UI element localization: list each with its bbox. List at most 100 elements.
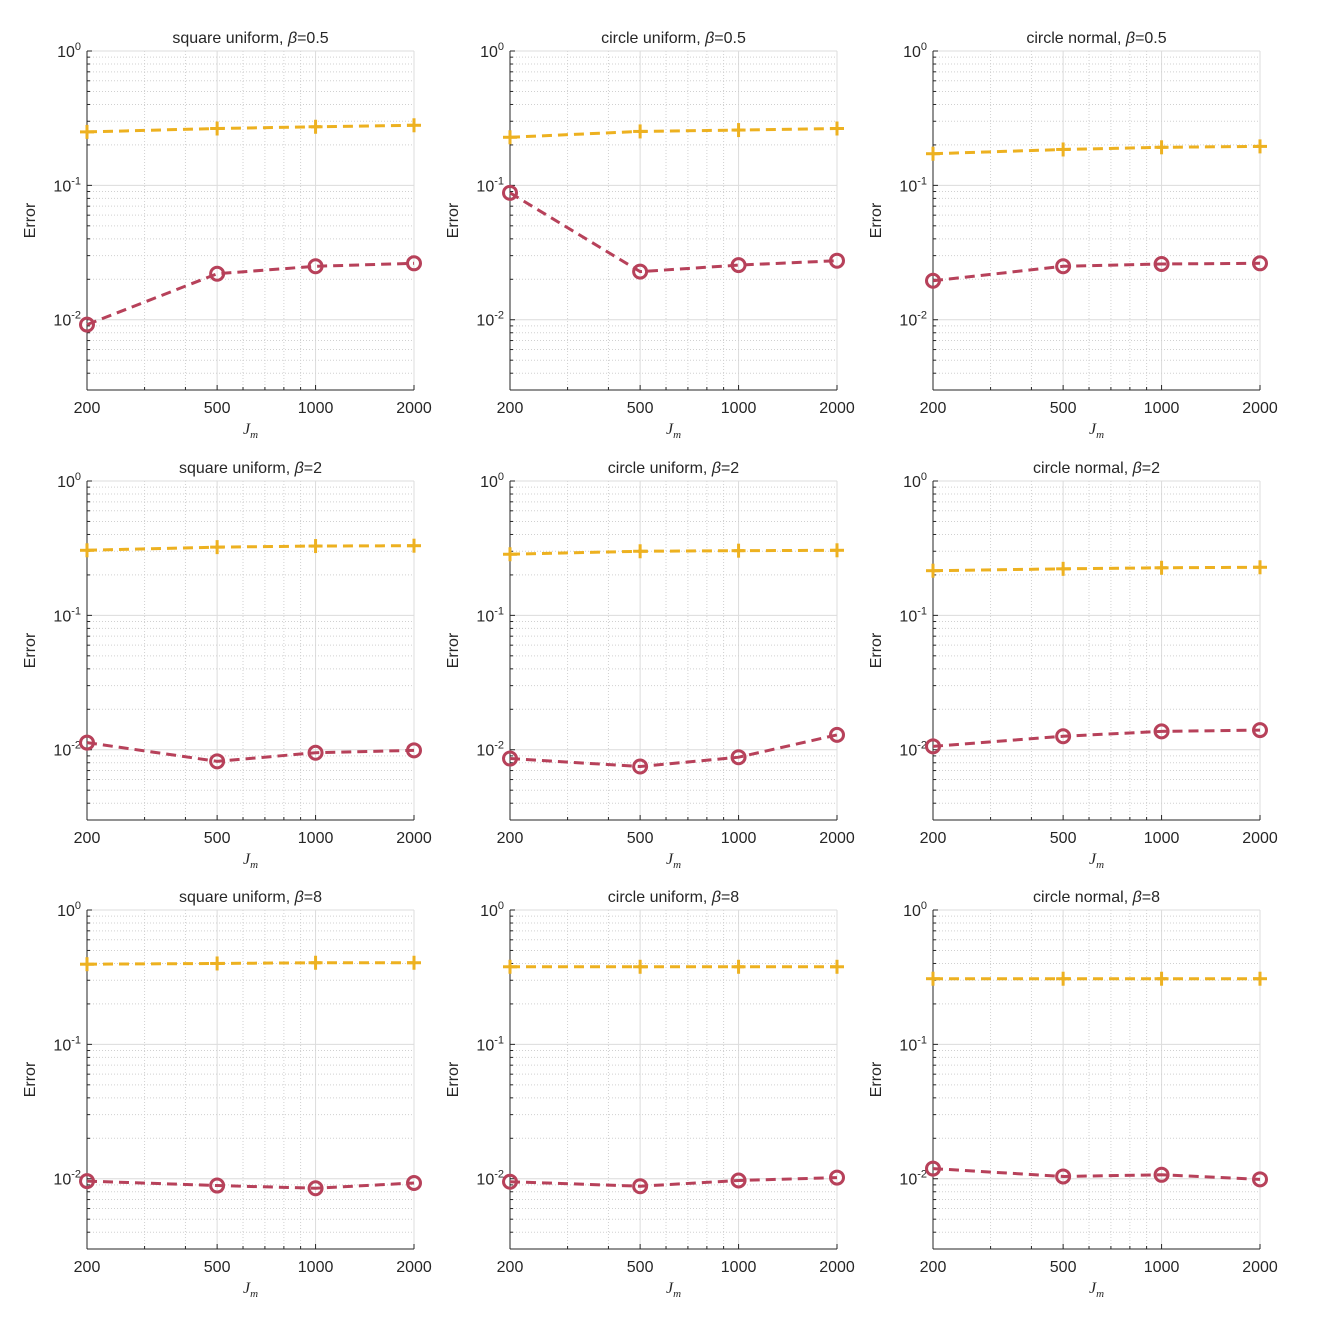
title-prefix: circle normal, [1033,889,1133,906]
title-prefix: square uniform, [179,460,295,477]
plot-area [933,910,1260,1249]
y-tick-base: 10 [903,474,921,491]
y-tick-exponent: 0 [921,471,927,483]
series-line-red-circle [509,191,838,274]
title-beta-value: 0.5 [724,30,746,47]
y-tick-base: 10 [903,44,921,61]
title-beta-symbol: β [711,460,721,477]
x-tick-label: 200 [497,1259,524,1276]
subplot-title: circle normal, β=8 [1033,889,1160,906]
x-tick-label: 200 [74,830,101,847]
x-axis-label: Jm [1089,1280,1104,1300]
data-point-circle [502,1173,518,1190]
y-tick-base: 10 [480,474,498,491]
x-tick-label: 1000 [1144,830,1180,847]
x-axis-label: Jm [1089,421,1104,441]
y-tick-base: 10 [476,608,494,625]
x-tick-label: 500 [1050,400,1077,417]
series-line-red-circle [509,1176,838,1188]
x-axis-label-sub: m [250,429,258,441]
x-tick-label: 1000 [721,400,757,417]
data-point-circle [79,734,95,751]
data-point-plus [830,121,844,136]
data-point-plus [1056,561,1071,576]
title-prefix: square uniform, [179,889,295,906]
series-yellow-plus [503,121,844,145]
y-axis-label: Error [445,202,462,238]
y-tick-label: 100 [903,41,927,61]
x-tick-label: 500 [1050,1259,1077,1276]
x-grid [990,51,1163,390]
data-point-circle [632,1178,649,1195]
y-tick-base: 10 [476,1172,494,1189]
y-tick-label: 10-1 [53,1034,81,1054]
title-beta-symbol: β [294,460,304,477]
x-tick-label: 2000 [819,1259,855,1276]
y-tick-base: 10 [903,903,921,920]
series-yellow-plus [926,139,1267,161]
y-tick-exponent: 0 [498,900,504,912]
data-point-circle [925,272,941,289]
series-red-circle [502,1169,845,1195]
y-tick-label: 10-1 [476,605,504,625]
x-axis-label-sub: m [250,859,258,871]
series-line-yellow-plus [86,961,414,966]
series-line-yellow-plus [86,544,415,552]
x-axis-label-sub: m [1096,1288,1104,1300]
y-axis-label: Error [445,632,462,668]
title-prefix: circle normal, [1026,30,1126,47]
y-tick-exponent: -2 [917,310,927,322]
y-tick-exponent: -1 [71,1034,81,1046]
title-beta-value: 2 [730,460,739,477]
title-eq: = [304,460,313,477]
title-eq: = [1142,460,1151,477]
x-tick-label: 2000 [396,830,432,847]
y-tick-base: 10 [57,903,75,920]
y-tick-label: 10-1 [53,175,81,195]
data-point-plus [926,146,940,161]
series-line-red-circle [932,728,1261,748]
x-tick-label: 200 [920,830,947,847]
data-point-plus [407,118,421,133]
x-grid [990,910,1163,1249]
data-point-plus [80,957,94,972]
x-tick-label: 2000 [819,830,855,847]
data-point-circle [632,263,649,280]
data-point-circle [1055,1168,1072,1185]
x-grid [144,51,317,390]
y-axis-label: Error [22,202,39,238]
data-point-plus [731,543,746,558]
subplot-title: circle normal, β=2 [1033,460,1160,477]
y-tick-label: 10-2 [476,740,504,760]
y-axis-label: Error [22,1061,39,1097]
y-axis-label: Error [868,632,885,668]
data-point-circle [209,1177,226,1194]
y-tick-exponent: -2 [71,310,81,322]
data-point-circle [925,1160,941,1177]
series-yellow-plus [926,560,1267,578]
x-tick-label: 1000 [1144,1259,1180,1276]
series-line-red-circle [86,1179,415,1190]
x-tick-label: 200 [920,400,947,417]
data-point-circle [1252,722,1268,739]
data-point-plus [407,955,421,970]
data-point-plus [210,956,225,971]
x-axis-label-sub: m [673,859,681,871]
data-point-plus [308,119,323,134]
x-axis-label-sub: m [673,429,681,441]
series-red-circle [925,1160,1268,1188]
y-tick-base: 10 [480,44,498,61]
data-point-circle [1055,258,1072,275]
series-line-red-circle [932,261,1261,283]
y-tick-base: 10 [899,743,917,760]
x-tick-label: 2000 [819,400,855,417]
data-point-plus [407,538,421,553]
data-point-plus [926,563,940,578]
data-point-circle [1252,255,1268,272]
plot-area [87,51,414,390]
title-beta-symbol: β [704,30,714,47]
